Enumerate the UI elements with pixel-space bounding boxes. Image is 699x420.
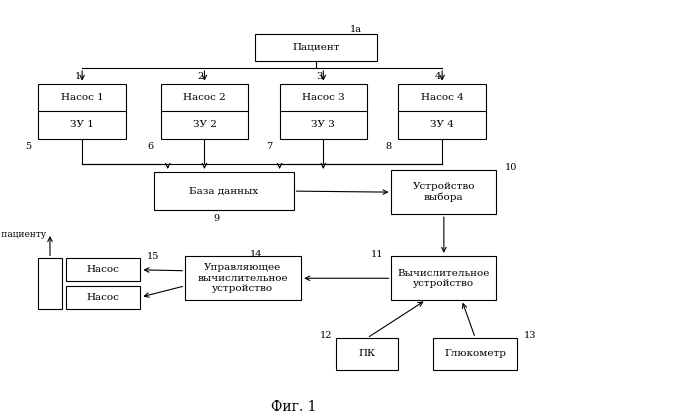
Text: Насос 1: Насос 1 (61, 93, 103, 102)
Bar (280, 84, 367, 139)
Text: 13: 13 (524, 331, 537, 341)
Bar (161, 84, 248, 139)
Text: ЗУ 3: ЗУ 3 (311, 121, 336, 129)
Text: ЗУ 1: ЗУ 1 (70, 121, 94, 129)
Text: 4: 4 (435, 72, 441, 81)
Text: Вычислительное
устройство: Вычислительное устройство (398, 268, 490, 288)
Text: 15: 15 (147, 252, 159, 261)
Text: 11: 11 (370, 249, 383, 259)
Bar (38, 258, 62, 309)
Text: 6: 6 (147, 142, 154, 151)
Text: к пациенту: к пациенту (0, 231, 46, 239)
Bar (433, 338, 517, 370)
Text: Насос 2: Насос 2 (183, 93, 226, 102)
Bar (185, 256, 301, 300)
Text: База данных: База данных (189, 186, 259, 196)
Text: Устройство
выбора: Устройство выбора (412, 182, 475, 202)
Bar (391, 170, 496, 214)
Text: 9: 9 (214, 214, 219, 223)
Text: 12: 12 (319, 331, 332, 341)
Bar (398, 84, 486, 139)
Text: Насос 4: Насос 4 (421, 93, 463, 102)
Text: ЗУ 4: ЗУ 4 (430, 121, 454, 129)
Text: 10: 10 (505, 163, 517, 173)
Text: Глюкометр: Глюкометр (445, 349, 506, 358)
Text: ЗУ 2: ЗУ 2 (192, 121, 217, 129)
Bar (66, 258, 140, 281)
Bar (38, 84, 126, 139)
Text: 1а: 1а (350, 25, 361, 34)
Text: ПК: ПК (359, 349, 375, 358)
Text: 7: 7 (266, 142, 273, 151)
Bar (391, 256, 496, 300)
Text: 1: 1 (75, 72, 81, 81)
Text: Насос: Насос (87, 265, 120, 274)
Text: 2: 2 (197, 72, 203, 81)
Text: 8: 8 (385, 142, 391, 151)
Text: 3: 3 (316, 72, 322, 81)
Bar (66, 286, 140, 309)
Text: Насос: Насос (87, 293, 120, 302)
Bar (336, 338, 398, 370)
Text: Пациент: Пациент (293, 43, 340, 52)
Text: Фиг. 1: Фиг. 1 (271, 400, 317, 415)
Text: 5: 5 (25, 142, 31, 151)
Text: 14: 14 (250, 249, 262, 259)
Text: Управляющее
вычислительное
устройство: Управляющее вычислительное устройство (198, 263, 288, 293)
Bar (255, 34, 377, 61)
Bar (154, 172, 294, 210)
Text: Насос 3: Насос 3 (302, 93, 345, 102)
